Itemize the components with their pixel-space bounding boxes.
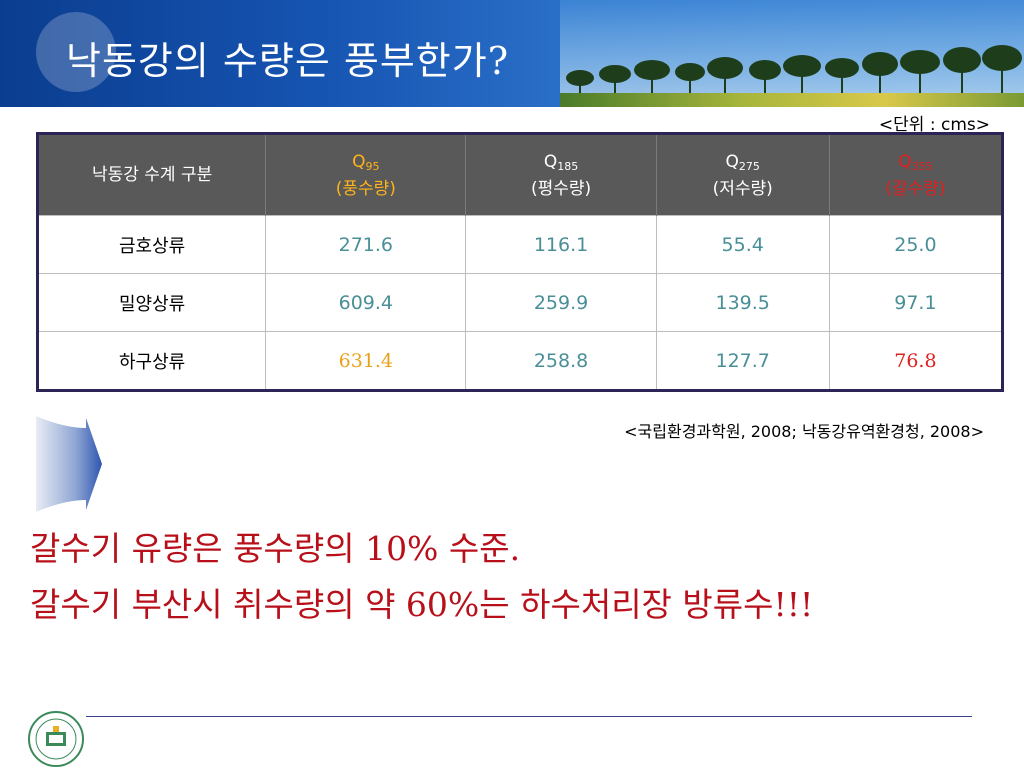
table-cell: 609.4: [265, 273, 467, 332]
conclusion-line-2: 갈수기 부산시 취수량의 약 60%는 하수처리장 방류수!!!: [30, 585, 814, 624]
row-label: 금호상류: [36, 215, 267, 274]
table-cell-highlight-max: 631.4: [265, 331, 467, 391]
university-emblem-icon: [28, 711, 84, 767]
right-arrow-icon: [36, 416, 102, 512]
row-label: 밀양상류: [36, 273, 267, 332]
column-header-q275: Q275 (저수량): [656, 133, 830, 216]
table-cell: 271.6: [265, 215, 467, 274]
table-cell: 259.9: [465, 273, 657, 332]
corner-header: 낙동강 수계 구분: [37, 133, 267, 216]
table-cell: 258.8: [465, 331, 657, 391]
title-circle-decoration: [36, 12, 116, 92]
table-row: 밀양상류 609.4 259.9 139.5 97.1: [36, 273, 1004, 332]
row-label: 하구상류: [36, 331, 267, 391]
column-header-q185: Q185 (평수량): [465, 133, 657, 216]
conclusion-line-1: 갈수기 유량은 풍수량의 10% 수준.: [30, 529, 521, 568]
table-row: 하구상류 631.4 258.8 127.7 76.8: [36, 331, 1004, 391]
table-cell: 25.0: [828, 215, 1004, 274]
tree-line-image: [566, 45, 1022, 98]
flow-table: 낙동강 수계 구분 Q95 (풍수량) Q185 (평수량) Q275 (저수량…: [36, 132, 1004, 392]
table-cell: 116.1: [465, 215, 657, 274]
table-row: 금호상류 271.6 116.1 55.4 25.0: [36, 215, 1004, 274]
table-cell: 97.1: [828, 273, 1004, 332]
slide-title: 낙동강의 수량은 풍부한가?: [66, 39, 510, 83]
table-cell: 55.4: [655, 215, 830, 274]
table-cell: 139.5: [655, 273, 830, 332]
table-header-row: 낙동강 수계 구분 Q95 (풍수량) Q185 (평수량) Q275 (저수량…: [37, 133, 1004, 216]
table-cell-highlight-min: 76.8: [828, 331, 1004, 391]
column-header-q355: Q355 (갈수량): [829, 133, 1004, 216]
table-cell: 127.7: [655, 331, 830, 391]
source-note: <국립환경과학원, 2008; 낙동강유역환경청, 2008>: [624, 422, 984, 441]
footer-divider: [86, 716, 972, 717]
banner-field: [560, 93, 1024, 107]
header-banner: 낙동강의 수량은 풍부한가?: [0, 0, 1024, 107]
unit-note: <단위 : cms>: [878, 115, 990, 135]
column-header-q95: Q95 (풍수량): [265, 133, 467, 216]
